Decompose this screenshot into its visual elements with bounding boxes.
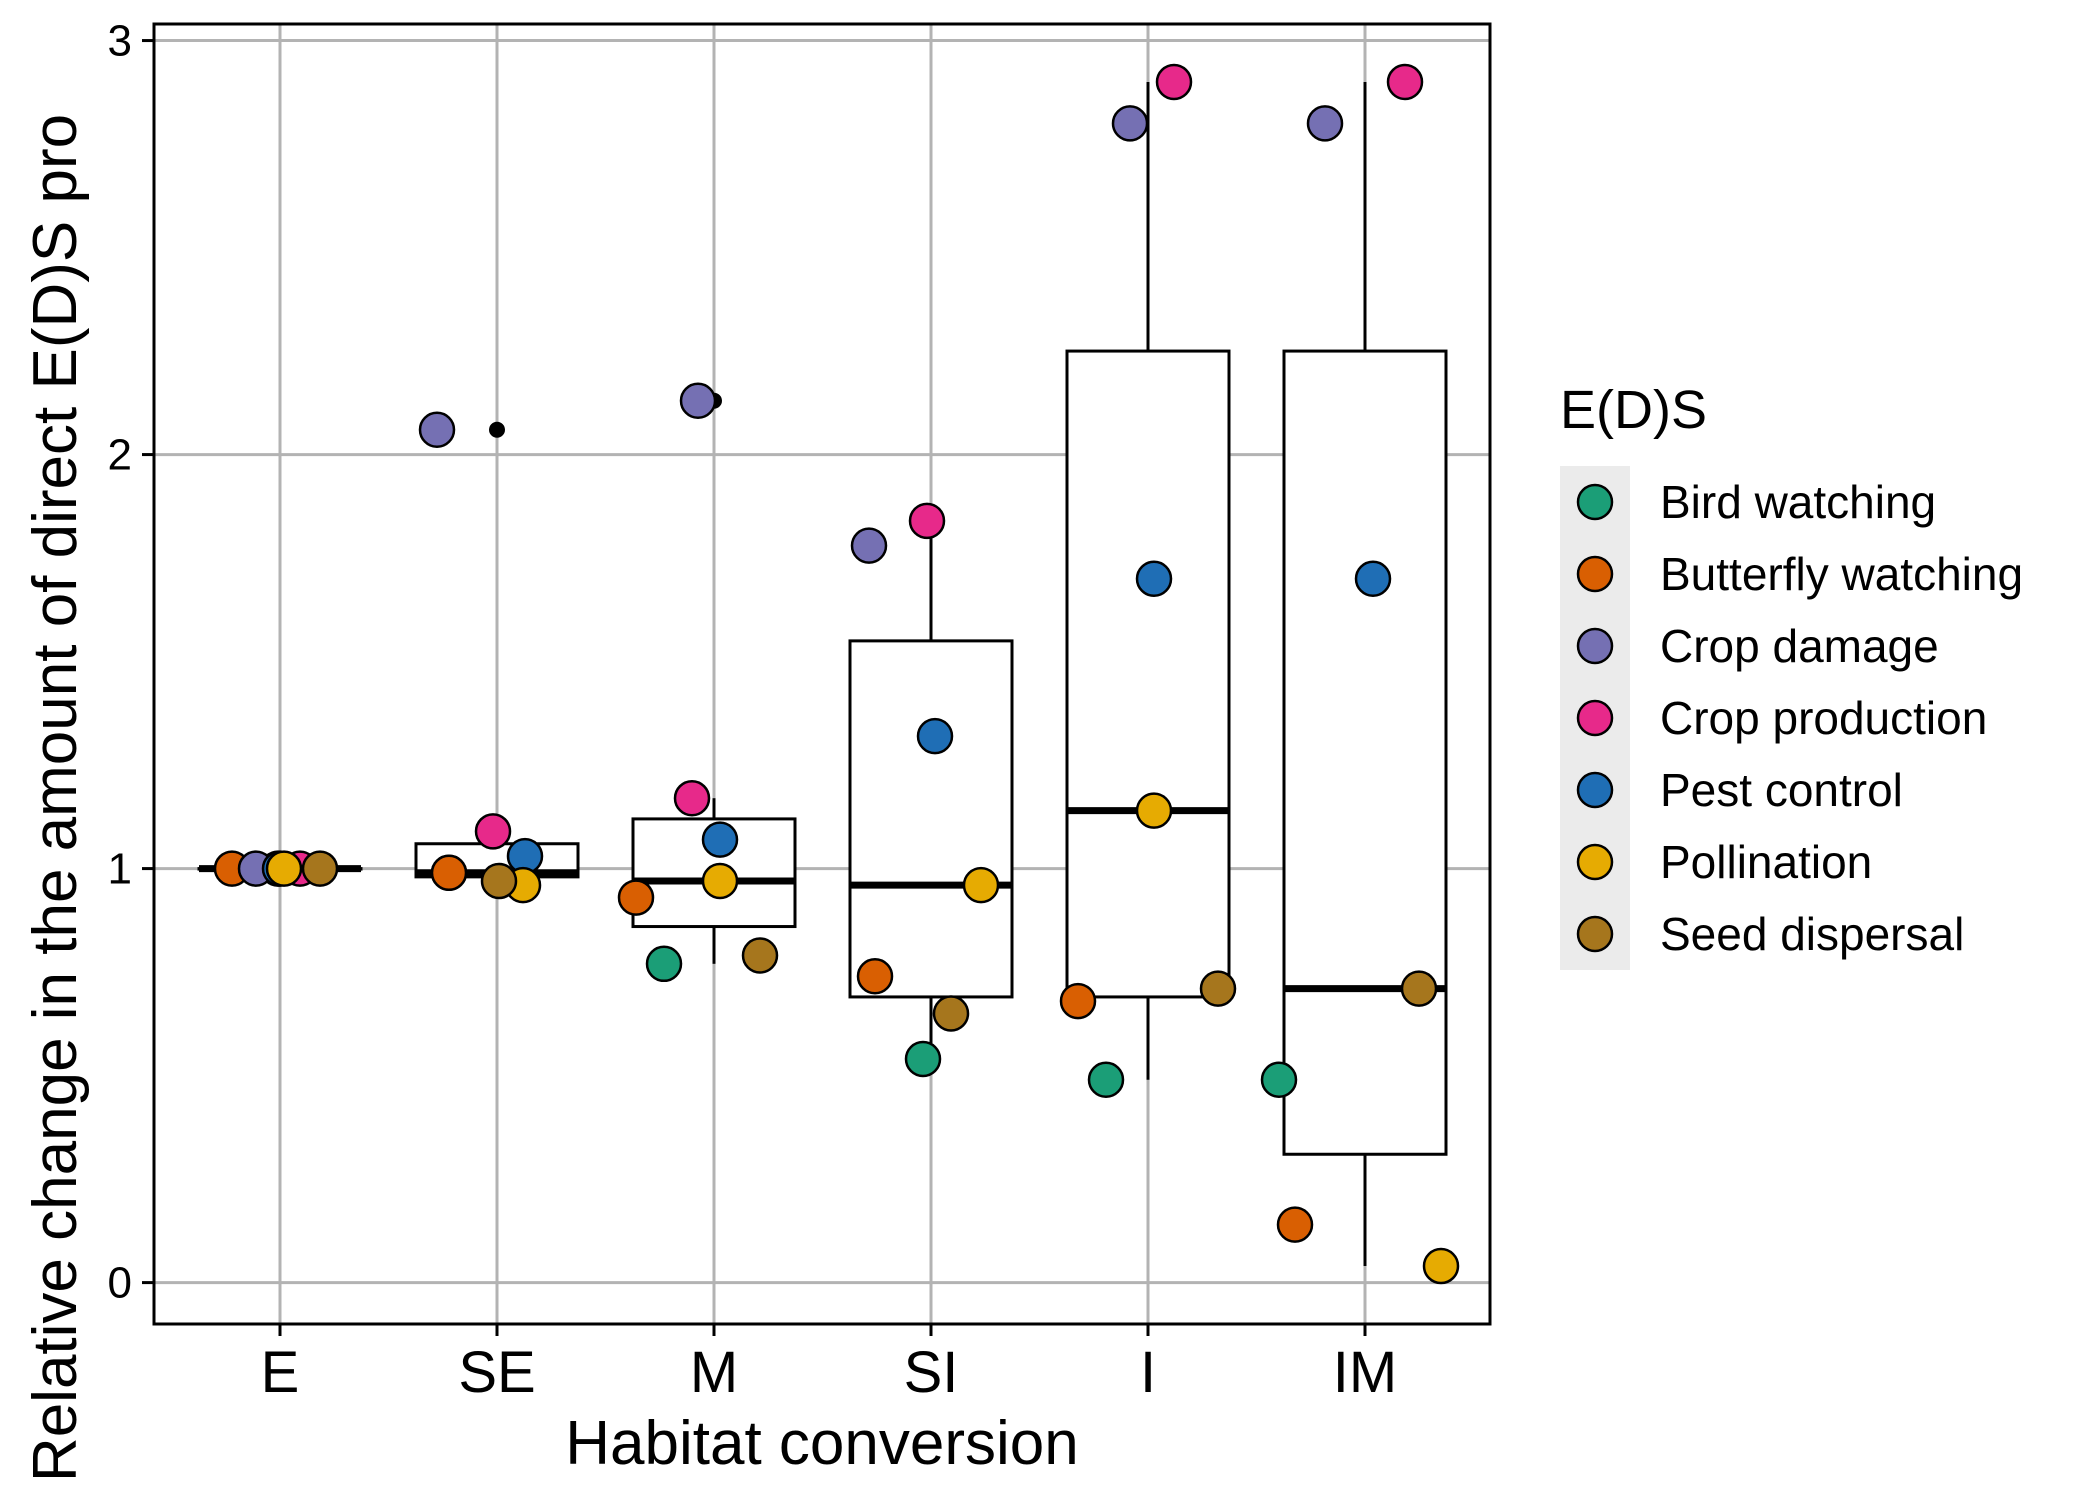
point-bird-watching	[1087, 1061, 1125, 1098]
box-iqr	[1065, 349, 1231, 999]
x-tick-label: SE	[458, 1340, 535, 1405]
box-iqr	[1282, 349, 1448, 1156]
point-crop-damage	[418, 411, 456, 448]
point-pest-control	[701, 821, 739, 858]
point-pollination	[701, 862, 739, 900]
point-butterfly-watching	[856, 957, 894, 995]
legend-title: E(D)S	[1560, 380, 1707, 440]
legend-swatch	[1576, 771, 1614, 809]
point-crop-damage	[1306, 105, 1344, 142]
legend-swatch	[1576, 915, 1614, 953]
y-tick-label: 0	[108, 1259, 132, 1308]
legend-swatch	[1576, 699, 1614, 737]
point-bird-watching	[645, 945, 683, 983]
point-pollination	[265, 850, 303, 887]
point-pollination	[962, 866, 1000, 904]
legend-label: Crop damage	[1660, 620, 1939, 672]
plot-panel-border	[152, 22, 1492, 1326]
point-pest-control	[916, 717, 954, 755]
legend-label: Butterfly watching	[1660, 548, 2023, 600]
box-outlier	[489, 421, 505, 438]
legend-label: Pest control	[1660, 764, 1903, 816]
point-seed-dispersal	[1199, 970, 1237, 1007]
legend-label: Seed dispersal	[1660, 908, 1964, 960]
point-butterfly-watching	[1276, 1206, 1314, 1243]
legend: E(D)S Bird watching Butterfly watching Cro…	[1560, 380, 2023, 970]
point-pest-control	[1135, 560, 1173, 598]
point-crop-production	[673, 779, 711, 817]
point-crop-production	[1386, 63, 1424, 101]
x-axis-title: Habitat conversion	[565, 1409, 1079, 1478]
legend-swatch	[1576, 843, 1614, 881]
x-tick-label: IM	[1333, 1340, 1397, 1405]
y-tick-label: 2	[108, 431, 132, 480]
point-butterfly-watching	[617, 879, 655, 916]
boxplots	[197, 81, 1448, 1267]
point-crop-production	[474, 813, 512, 850]
y-tick-label: 1	[108, 845, 132, 894]
boxplot-im	[1282, 81, 1448, 1267]
point-seed-dispersal	[932, 995, 970, 1032]
point-crop-damage	[679, 382, 717, 420]
point-crop-damage	[850, 527, 888, 564]
legend-label: Pollination	[1660, 836, 1872, 888]
y-tick-label: 3	[108, 17, 132, 66]
point-seed-dispersal	[741, 937, 779, 974]
point-pest-control	[1354, 560, 1392, 598]
point-crop-production	[908, 502, 946, 540]
point-seed-dispersal	[301, 850, 339, 887]
legend-swatch	[1576, 555, 1614, 593]
box-iqr	[848, 639, 1014, 999]
x-tick-label: M	[690, 1340, 738, 1405]
legend-label: Crop production	[1660, 692, 1987, 744]
x-tick-label: SI	[904, 1340, 959, 1405]
point-butterfly-watching	[430, 854, 468, 891]
y-axis: 0 1 2 3	[108, 17, 154, 1308]
point-bird-watching	[1260, 1061, 1298, 1098]
legend-swatch	[1576, 627, 1614, 665]
point-butterfly-watching	[1059, 982, 1097, 1020]
point-seed-dispersal	[1400, 970, 1438, 1007]
point-pollination	[1422, 1247, 1460, 1285]
x-tick-label: I	[1140, 1340, 1156, 1405]
point-pollination	[1135, 792, 1173, 829]
point-crop-damage	[1111, 105, 1149, 142]
x-axis: E SE M SI I IM	[261, 1324, 1397, 1405]
legend-label: Bird watching	[1660, 476, 1936, 528]
y-axis-title: Relative change in the amount of direct …	[21, 114, 90, 1482]
legend-swatch	[1576, 483, 1614, 521]
point-seed-dispersal	[480, 862, 518, 900]
x-tick-label: E	[261, 1340, 300, 1405]
point-crop-production	[1155, 63, 1193, 101]
point-bird-watching	[904, 1040, 942, 1078]
data-points	[213, 63, 1460, 1285]
